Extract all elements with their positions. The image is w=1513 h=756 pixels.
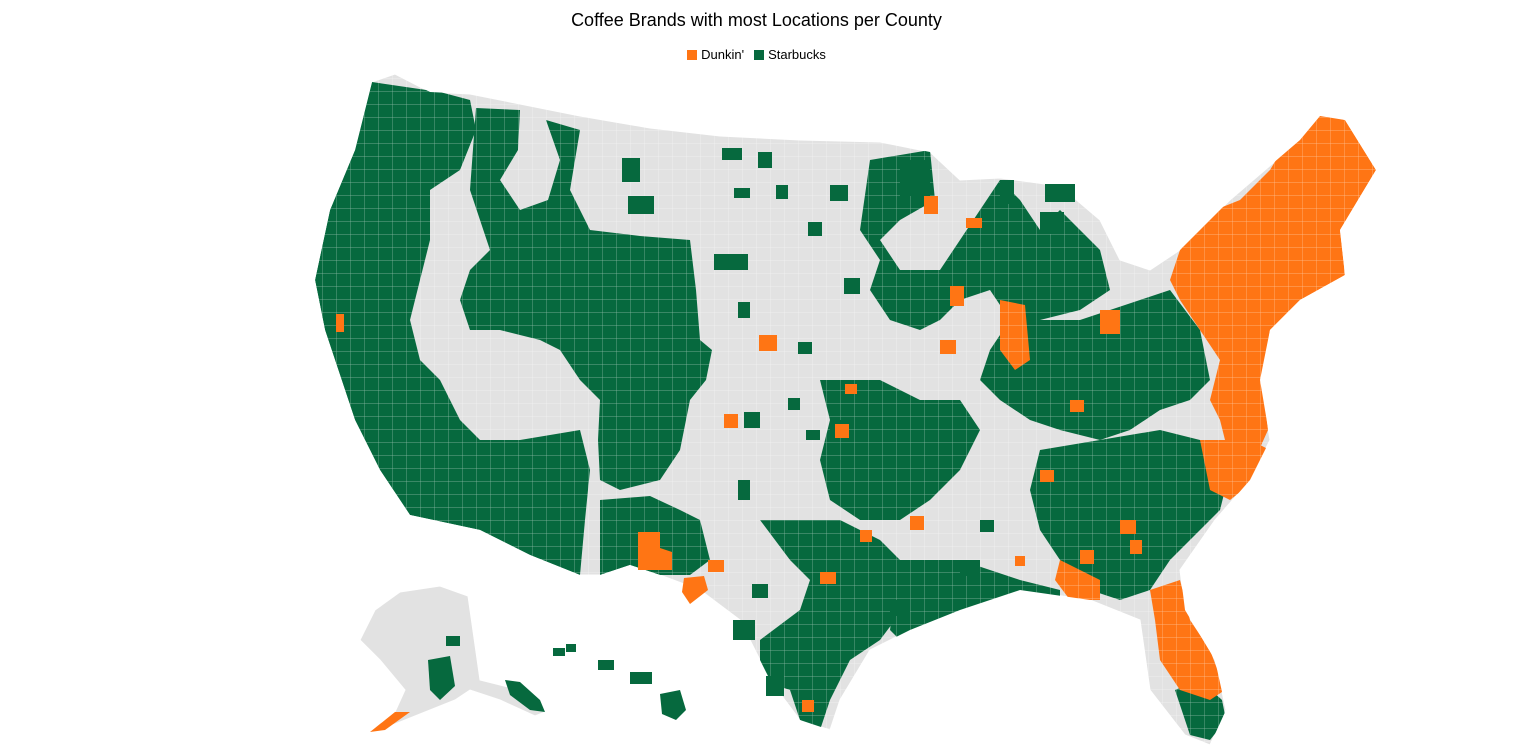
hawaii-islands bbox=[553, 644, 686, 720]
hawaii-island bbox=[566, 644, 576, 652]
county-dunkin bbox=[835, 424, 849, 438]
county-dunkin bbox=[820, 572, 836, 584]
county-starbucks bbox=[1045, 184, 1075, 202]
county-starbucks bbox=[808, 222, 822, 236]
county-dunkin bbox=[845, 384, 857, 394]
legend-item-dunkin: Dunkin' bbox=[687, 47, 744, 62]
county-dunkin bbox=[1015, 556, 1025, 566]
county-dunkin bbox=[924, 196, 938, 214]
county-dunkin bbox=[802, 700, 814, 712]
county-dunkin bbox=[1100, 310, 1120, 334]
hawaii-island bbox=[630, 672, 652, 684]
alaska-dunkin-peninsula bbox=[370, 712, 410, 732]
hawaii-island bbox=[553, 648, 565, 656]
county-starbucks bbox=[980, 520, 994, 532]
alaska-starbucks-island bbox=[446, 636, 460, 646]
county-starbucks bbox=[734, 188, 750, 198]
county-starbucks bbox=[844, 278, 860, 294]
alaska-counties bbox=[370, 636, 545, 732]
alaska-starbucks-south bbox=[428, 656, 455, 700]
county-dunkin bbox=[910, 516, 924, 530]
county-dunkin bbox=[1120, 520, 1136, 534]
county-starbucks bbox=[798, 342, 812, 354]
county-starbucks bbox=[766, 676, 784, 696]
county-dunkin bbox=[1080, 550, 1094, 564]
county-starbucks bbox=[788, 398, 800, 410]
county-dunkin bbox=[1130, 540, 1142, 554]
county-starbucks bbox=[1040, 212, 1064, 234]
county-dunkin bbox=[940, 340, 956, 354]
county-starbucks bbox=[890, 600, 910, 616]
alaska-starbucks-panhandle bbox=[505, 680, 545, 712]
legend-label-dunkin: Dunkin' bbox=[701, 47, 745, 62]
county-dunkin-new-mexico bbox=[638, 532, 672, 570]
county-dunkin bbox=[1040, 470, 1054, 482]
county-dunkin bbox=[336, 314, 344, 332]
legend-swatch-dunkin bbox=[687, 49, 698, 60]
county-dunkin bbox=[966, 218, 982, 228]
legend-swatch-starbucks bbox=[754, 49, 765, 60]
alaska bbox=[359, 585, 546, 733]
legend-label-starbucks: Starbucks bbox=[768, 47, 826, 62]
county-dunkin bbox=[708, 560, 724, 572]
scattered-counties bbox=[336, 148, 1142, 712]
county-dunkin bbox=[860, 530, 872, 542]
legend: Dunkin' Starbucks bbox=[0, 47, 1513, 62]
county-starbucks bbox=[738, 480, 750, 500]
county-dunkin-west-texas bbox=[682, 576, 708, 604]
county-starbucks bbox=[960, 560, 980, 576]
county-starbucks bbox=[830, 185, 848, 201]
county-starbucks bbox=[1000, 180, 1014, 204]
county-starbucks bbox=[744, 412, 760, 428]
county-starbucks bbox=[714, 254, 748, 270]
county-starbucks bbox=[622, 158, 640, 182]
county-starbucks bbox=[806, 430, 820, 440]
county-dunkin bbox=[1070, 400, 1084, 412]
county-starbucks bbox=[722, 148, 742, 160]
hawaii-big-island bbox=[660, 690, 686, 720]
county-starbucks bbox=[733, 620, 755, 640]
county-starbucks bbox=[738, 302, 750, 318]
county-dunkin bbox=[724, 414, 738, 428]
county-dunkin bbox=[759, 335, 777, 351]
hawaii-island bbox=[598, 660, 614, 670]
legend-item-starbucks: Starbucks bbox=[754, 47, 826, 62]
county-starbucks bbox=[900, 160, 930, 196]
county-starbucks bbox=[752, 584, 768, 598]
county-starbucks bbox=[758, 152, 772, 168]
chart-title: Coffee Brands with most Locations per Co… bbox=[571, 10, 942, 30]
county-starbucks bbox=[628, 196, 654, 214]
county-starbucks bbox=[776, 185, 788, 199]
county-dunkin bbox=[950, 286, 964, 306]
